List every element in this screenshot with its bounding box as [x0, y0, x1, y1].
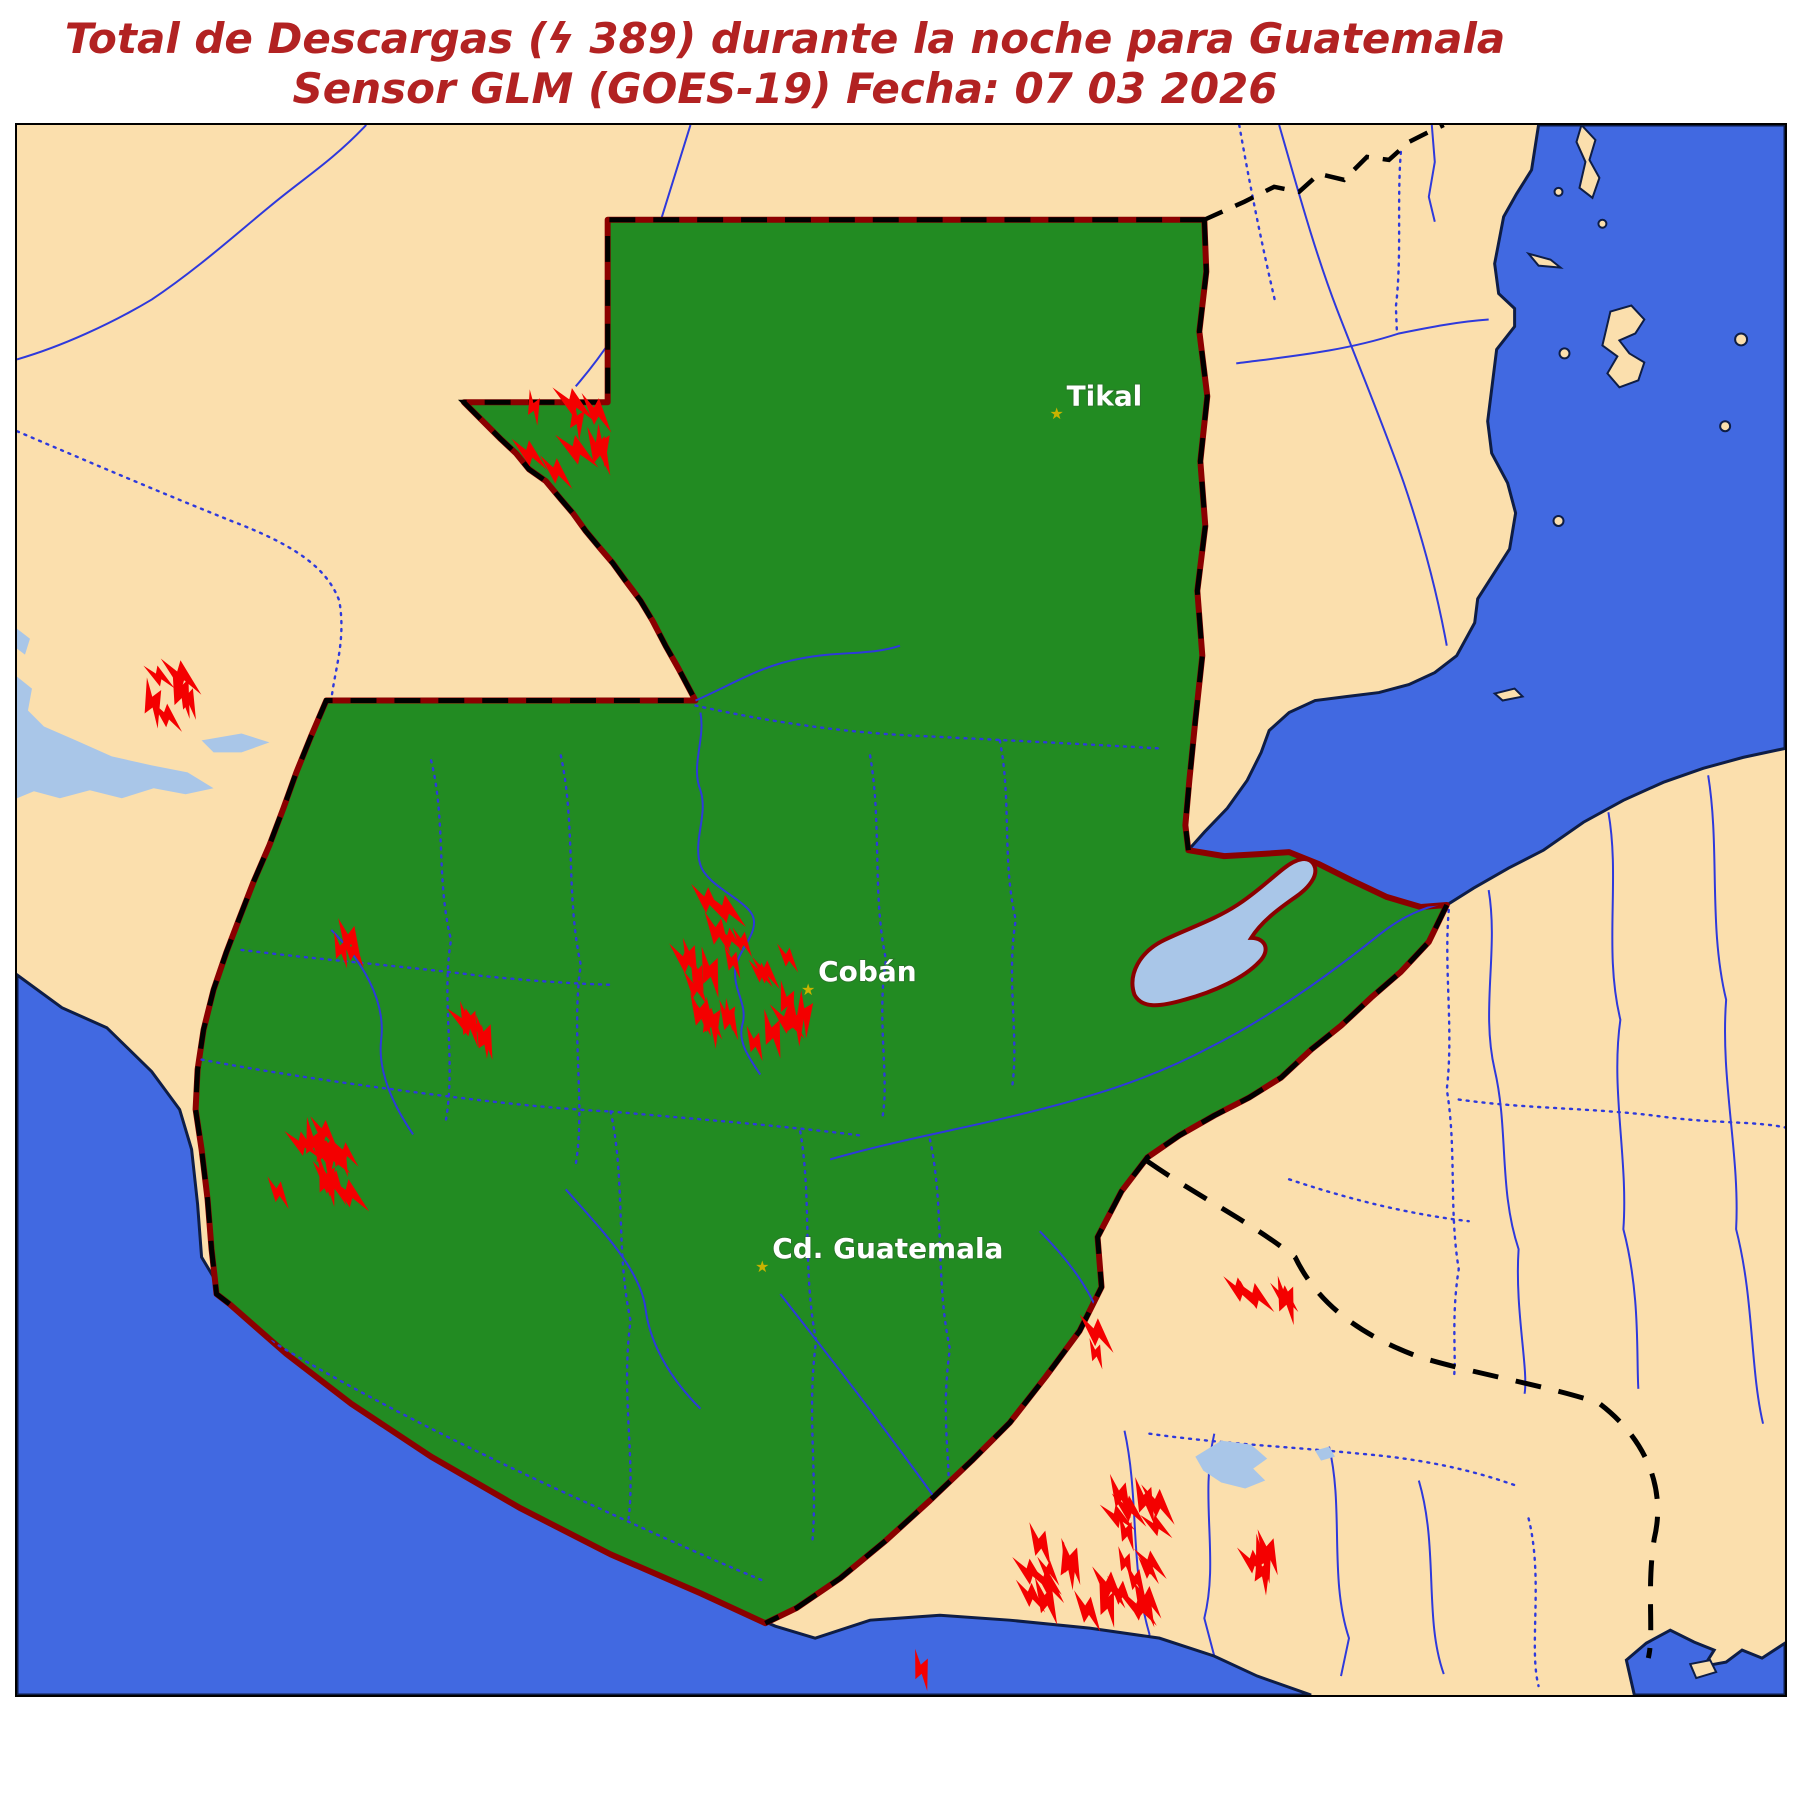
lake-izabal	[1130, 857, 1318, 1008]
city-label: Cd. Guatemala	[772, 1232, 1003, 1265]
title-line-2: Sensor GLM (GOES-19) Fecha: 07 03 2026	[292, 64, 1278, 113]
lightning-bolt-icon	[1260, 1273, 1313, 1326]
city-star-icon: ★	[1049, 404, 1063, 423]
honduras-el-salvador-admin-lines	[1123, 775, 1785, 1688]
border-mexico-belize	[1203, 125, 1445, 222]
caribbean-sea	[1185, 125, 1785, 909]
city-label: Cobán	[818, 955, 916, 988]
city-star-icon: ★	[755, 1257, 769, 1276]
guatemala-department-lines	[200, 644, 1445, 1582]
border-guatemala-mexico	[193, 217, 1205, 1306]
map-frame: ★ Tikal ★ Cobán ★ Cd. Guatemala	[15, 123, 1787, 1697]
belize-cayes	[1492, 125, 1749, 1680]
mexico-admin-lines	[17, 125, 1489, 702]
fonseca-island	[1688, 1658, 1718, 1680]
figure-title: Total de Descargas (ϟ 389) durante la no…	[0, 14, 1570, 114]
border-guatemala-honduras-elsalvador	[764, 903, 1450, 1626]
border-guatemala-belize	[1182, 219, 1210, 851]
lightning-map: ★Tikal★Cobán★Cd. Guatemala	[17, 125, 1785, 1695]
lakes	[1130, 857, 1336, 1489]
city-label: Tikal	[1067, 379, 1143, 412]
border-honduras-elsalvador	[1146, 1159, 1661, 1659]
city-star-icon: ★	[801, 980, 815, 999]
el-salvador-reservoir	[1195, 1440, 1268, 1489]
title-line-1: Total de Descargas (ϟ 389) durante la no…	[64, 14, 1506, 63]
international-borders-dashed	[193, 125, 1661, 1659]
mexico-lakes	[17, 628, 270, 799]
cities-layer: ★Tikal★Cobán★Cd. Guatemala	[755, 378, 1143, 1276]
lightning-bolt-icon	[1015, 1519, 1067, 1568]
